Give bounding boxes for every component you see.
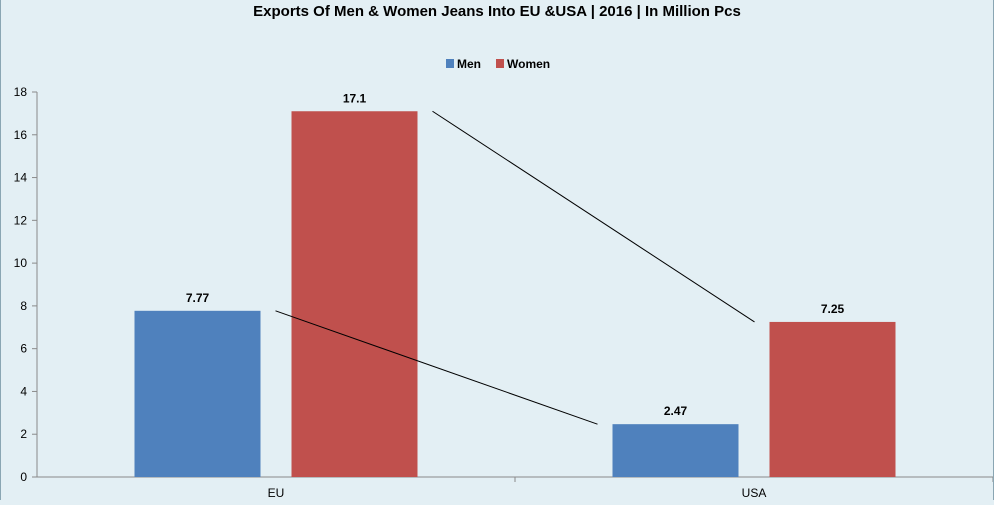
x-axis: EU USA <box>37 476 994 500</box>
y-tick-label: 6 <box>20 342 27 356</box>
data-label-women-usa: 7.25 <box>821 302 845 316</box>
y-axis: 0 2 4 6 8 10 12 14 16 18 <box>14 85 38 484</box>
y-tick-label: 12 <box>14 213 28 227</box>
trendline-women <box>432 110 755 323</box>
data-label-women-eu: 17.1 <box>343 91 367 105</box>
data-label-men-eu: 7.77 <box>186 291 210 305</box>
bar-men-usa <box>612 424 739 477</box>
legend-swatch-women <box>496 59 504 68</box>
y-tick-label: 18 <box>14 85 28 99</box>
bar-men-eu <box>134 310 261 477</box>
y-tick-label: 8 <box>20 299 27 313</box>
x-tick-label: USA <box>742 486 767 500</box>
legend-label-women: Women <box>507 57 550 71</box>
legend-label-men: Men <box>457 57 481 71</box>
y-tick-label: 0 <box>20 470 27 484</box>
y-tick-label: 4 <box>20 384 27 398</box>
y-tick-label: 14 <box>14 171 28 185</box>
y-tick-label: 10 <box>14 256 28 270</box>
bar-women-eu <box>291 111 418 477</box>
trendline-men <box>275 310 598 425</box>
y-tick-label: 16 <box>14 128 28 142</box>
data-labels: 7.77 17.1 2.47 7.25 <box>186 91 845 418</box>
trendlines <box>275 110 755 425</box>
legend: Men Women <box>446 57 550 71</box>
data-label-men-usa: 2.47 <box>664 404 688 418</box>
legend-swatch-men <box>446 59 454 68</box>
bars <box>134 111 896 477</box>
y-tick-label: 2 <box>20 427 27 441</box>
bar-women-usa <box>769 321 896 477</box>
chart-title: Exports Of Men & Women Jeans Into EU &US… <box>253 3 741 20</box>
x-tick-label: EU <box>268 486 285 500</box>
